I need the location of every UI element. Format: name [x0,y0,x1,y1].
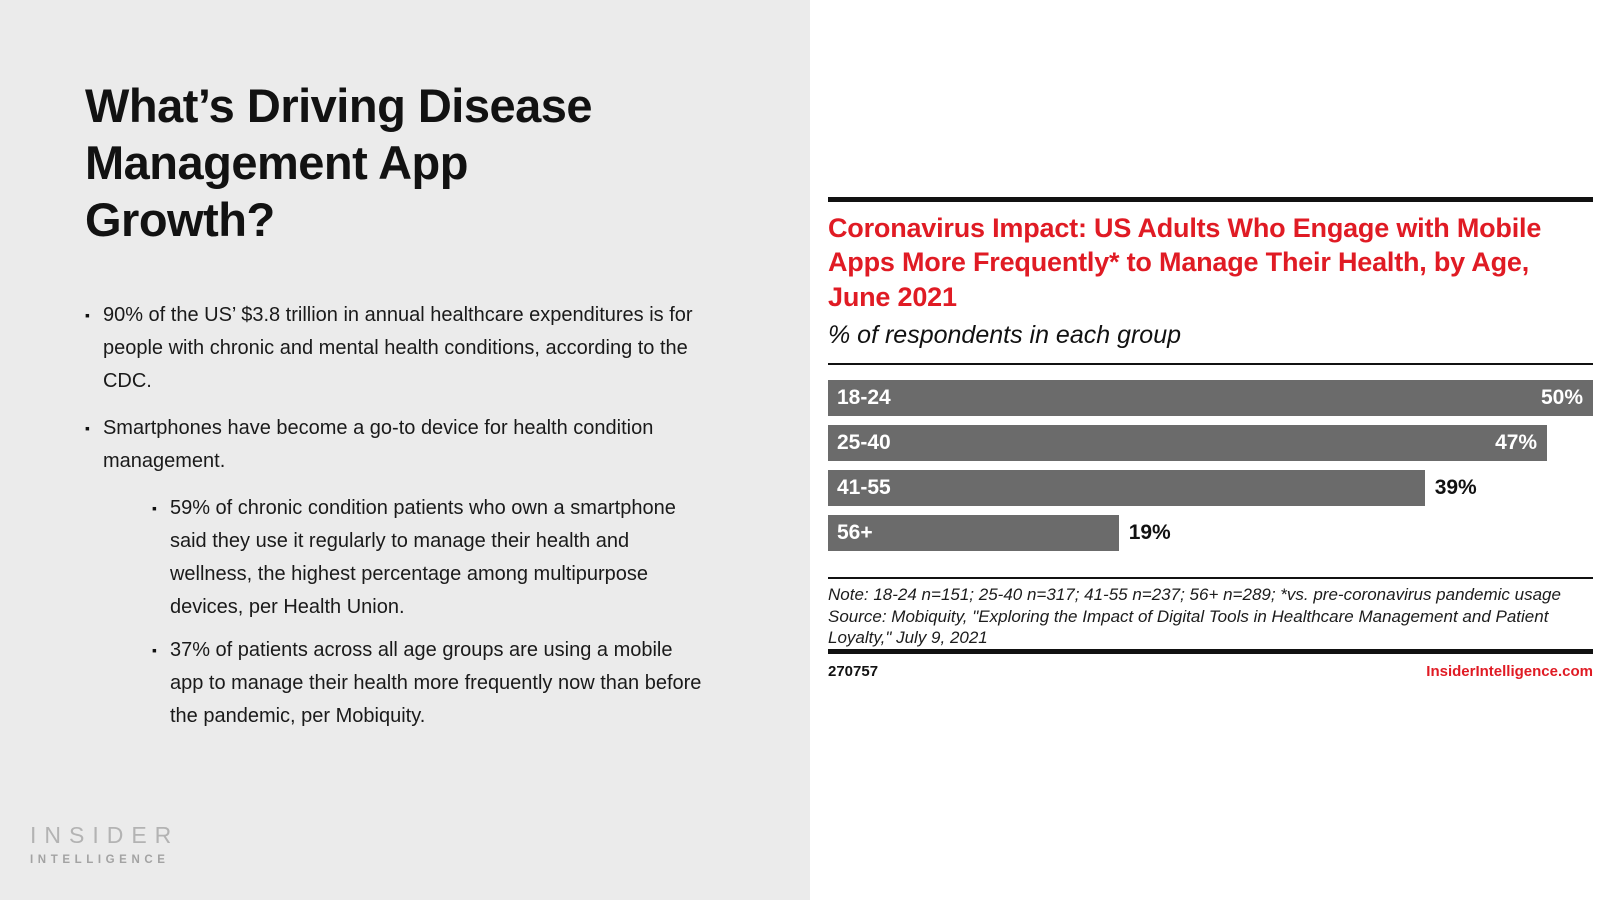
page-title-line: What’s Driving Disease [85,79,593,132]
subtitle-divider [828,362,1593,365]
sub-bullet-text: 37% of patients across all age groups ar… [169,638,702,727]
note-block: Note: 18-24 n=151; 25-40 n=317; 41-55 n=… [828,584,1593,649]
bar-value-label: 47% [1495,430,1538,454]
bar-row: 41-55 39% [828,469,1593,506]
bar-chart: 18-24 50% 25-40 47% 41-55 39% 56+ 19% [828,365,1593,577]
bar: 25-40 47% [828,424,1548,461]
bar-row: 25-40 47% [828,424,1593,461]
page-title: What’s Driving Disease Management App Gr… [85,78,750,249]
chart-title: Coronavirus Impact: US Adults Who Engage… [828,213,1542,312]
sub-bullet-text: 59% of chronic condition patients who ow… [169,496,676,618]
credit-link[interactable]: InsiderIntelligence.com [1426,663,1593,681]
sub-bullet-item: ▪ 37% of patients across all age groups … [152,634,710,733]
bar-value-label: 50% [1540,385,1583,409]
bar-row: 56+ 19% [828,514,1593,551]
right-panel: Coronavirus Impact: US Adults Who Engage… [810,0,1600,900]
bar: 18-24 50% [828,379,1593,416]
chart-card: Coronavirus Impact: US Adults Who Engage… [828,197,1593,680]
bar-category-label: 41-55 [837,475,891,499]
bar: 41-55 [828,469,1425,506]
bar-category-label: 25-40 [837,430,891,454]
note-text: Note: 18-24 n=151; 25-40 n=317; 41-55 n=… [828,584,1561,604]
chart-footer: 270757 InsiderIntelligence.com [828,663,1593,680]
left-panel: What’s Driving Disease Management App Gr… [0,0,810,900]
bar-category-label: 18-24 [837,385,891,409]
chart-subtitle: % of respondents in each group [828,320,1182,349]
top-divider [828,197,1593,202]
bullet-marker-icon: ▪ [152,641,157,658]
bullet-marker-icon: ▪ [85,306,90,323]
bar: 56+ [828,514,1119,551]
page-title-line: Management App [85,135,468,189]
bullet-marker-icon: ▪ [85,419,90,436]
bullet-list: ▪ 90% of the US’ $3.8 trillion in annual… [85,299,710,733]
logo-line-insider: INSIDER [30,822,180,848]
bullet-item: ▪ Smartphones have become a go-to device… [85,412,710,478]
insider-intelligence-logo: INSIDER INTELLIGENCE [30,822,179,866]
sub-bullet-list: ▪ 59% of chronic condition patients who … [152,492,710,733]
sub-bullet-item: ▪ 59% of chronic condition patients who … [152,492,710,624]
bullet-item: ▪ 90% of the US’ $3.8 trillion in annual… [85,299,710,398]
bar-category-label: 56+ [837,520,873,544]
source-text: Source: Mobiquity, "Exploring the Impact… [828,606,1549,648]
bullet-text: Smartphones have become a go-to device f… [102,416,654,472]
bullet-marker-icon: ▪ [152,499,157,516]
chart-id: 270757 [828,663,879,681]
bar-row: 18-24 50% [828,379,1593,416]
note-divider [828,576,1593,579]
page-title-line: Growth? [85,192,275,246]
logo-line-intelligence: INTELLIGENCE [30,854,170,866]
bullet-text: 90% of the US’ $3.8 trillion in annual h… [102,303,693,392]
bar-value-label: 39% [1434,475,1477,499]
bottom-divider [828,649,1593,655]
bar-value-label: 19% [1128,520,1171,544]
